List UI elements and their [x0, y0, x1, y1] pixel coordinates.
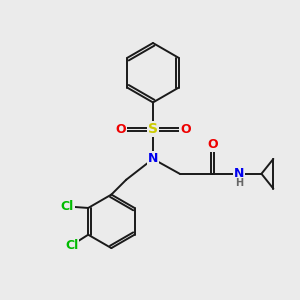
Text: O: O — [207, 138, 218, 151]
Text: O: O — [180, 123, 191, 136]
Text: N: N — [148, 152, 158, 165]
Text: H: H — [235, 178, 243, 188]
Text: N: N — [234, 167, 244, 180]
Text: Cl: Cl — [61, 200, 74, 213]
Text: O: O — [115, 123, 126, 136]
Text: Cl: Cl — [65, 238, 79, 252]
Text: S: S — [148, 122, 158, 136]
